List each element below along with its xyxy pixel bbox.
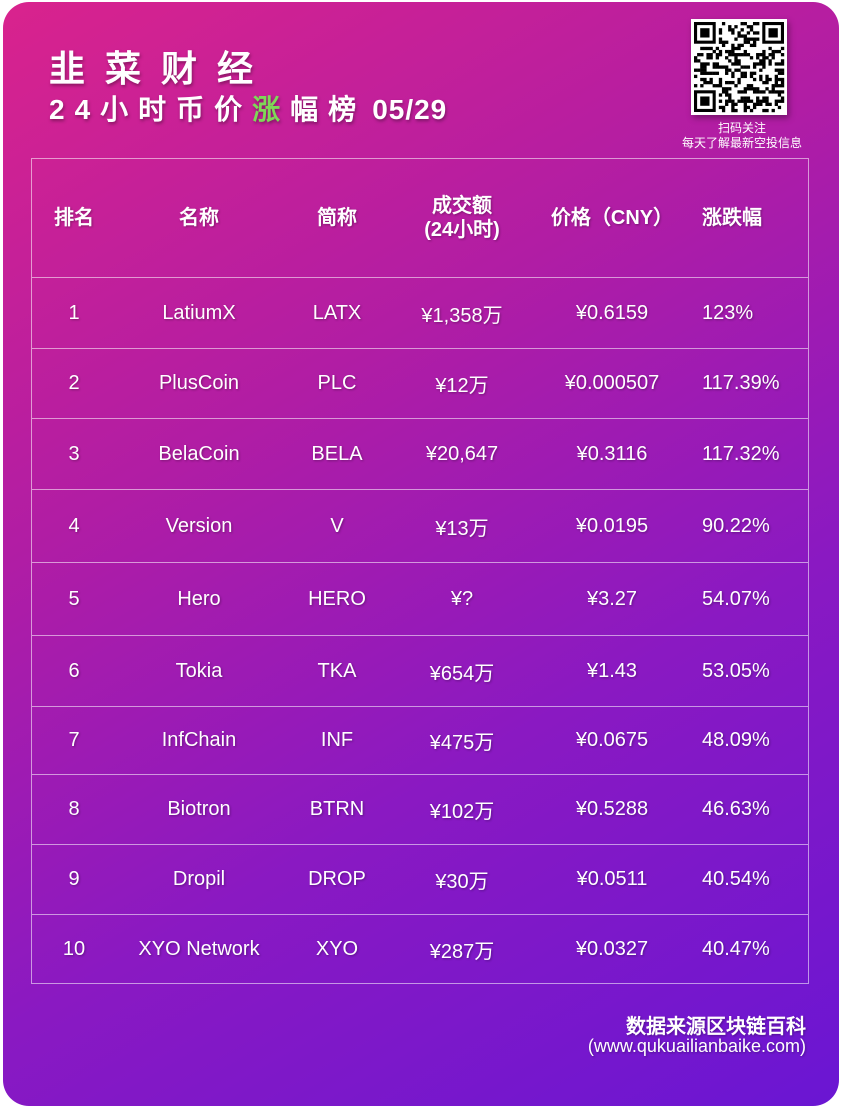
cell-price: ¥0.0675 <box>575 729 649 751</box>
brand-title: 韭菜财经 <box>49 48 274 89</box>
subtitle-date: 05/29 <box>372 94 448 125</box>
cell-price: ¥3.27 <box>586 587 638 610</box>
cell-name: PlusCoin <box>158 372 240 394</box>
table-row: 5 Hero HERO ¥? ¥3.27 54.07% <box>32 563 808 636</box>
ranking-table: 排名 名称 简称 成交额 (24小时) 价格（CNY） 涨跌幅 1 LatiumX… <box>31 158 809 984</box>
cell-name: Tokia <box>175 659 223 682</box>
cell-price: ¥0.0511 <box>576 868 648 890</box>
table-header-row: 排名 名称 简称 成交额 (24小时) 价格（CNY） 涨跌幅 <box>32 159 808 278</box>
cell-volume: ¥287万 <box>429 940 495 963</box>
cell-symbol: DROP <box>308 868 366 890</box>
cell-change: 40.54% <box>702 868 770 890</box>
qr-code-graphic <box>694 22 785 113</box>
cell-change: 54.07% <box>702 587 770 610</box>
cell-volume: ¥1,358万 <box>421 304 503 327</box>
cell-symbol: V <box>330 514 344 537</box>
cell-change: 48.09% <box>702 729 770 751</box>
table-row: 2 PlusCoin PLC ¥12万 ¥0.000507 117.39% <box>32 349 808 419</box>
cell-change: 40.47% <box>702 937 770 960</box>
cell-symbol: LATX <box>312 301 362 324</box>
cell-price: ¥1.43 <box>586 659 638 682</box>
cell-name: BelaCoin <box>158 442 240 465</box>
table-row: 9 Dropil DROP ¥30万 ¥0.0511 40.54% <box>32 845 808 915</box>
cell-change: 117.32% <box>702 442 780 465</box>
qr-caption: 扫码关注 每天了解最新空投信息 <box>658 121 826 151</box>
cell-price: ¥0.5288 <box>575 798 649 820</box>
qr-caption-line1: 扫码关注 <box>717 121 766 135</box>
cell-price: ¥0.6159 <box>575 301 649 324</box>
cell-name: Version <box>165 514 233 537</box>
cell-name: Dropil <box>172 868 226 890</box>
cell-volume: ¥475万 <box>429 732 495 754</box>
header-volume-line1: 成交额 <box>431 195 492 217</box>
cell-change: 90.22% <box>702 514 770 537</box>
subtitle-prefix: 24小时币价 <box>49 94 253 125</box>
cell-rank: 9 <box>68 868 80 890</box>
table-row: 1 LatiumX LATX ¥1,358万 ¥0.6159 123% <box>32 278 808 349</box>
cell-rank: 1 <box>68 301 80 324</box>
table-row: 7 InfChain INF ¥475万 ¥0.0675 48.09% <box>32 707 808 775</box>
cell-price: ¥0.0195 <box>575 514 649 537</box>
table-row: 3 BelaCoin BELA ¥20,647 ¥0.3116 117.32% <box>32 419 808 490</box>
header-volume-line2: (24小时) <box>424 219 500 241</box>
cell-volume: ¥30万 <box>435 871 489 893</box>
cell-symbol: BELA <box>311 442 363 465</box>
cell-name: XYO Network <box>138 937 260 960</box>
cell-name: InfChain <box>161 729 237 751</box>
ranking-card: 韭菜财经 24小时币价涨幅榜 05/29 扫码关注 每天了解最新空投信息 排名 名… <box>3 2 839 1106</box>
table-row: 8 Biotron BTRN ¥102万 ¥0.5288 46.63% <box>32 775 808 845</box>
cell-rank: 10 <box>62 937 86 960</box>
cell-volume: ¥13万 <box>435 517 489 540</box>
cell-rank: 4 <box>68 514 80 537</box>
cell-name: LatiumX <box>162 301 236 324</box>
header-volume: 成交额 (24小时) <box>402 159 522 277</box>
qr-code-icon[interactable] <box>691 19 787 115</box>
cell-symbol: TKA <box>317 659 357 682</box>
table-row: 4 Version V ¥13万 ¥0.0195 90.22% <box>32 490 808 563</box>
subtitle-suffix: 幅榜 <box>290 94 367 125</box>
cell-symbol: XYO <box>315 937 359 960</box>
cell-change: 46.63% <box>702 798 770 820</box>
qr-caption-line2: 每天了解最新空投信息 <box>681 136 802 150</box>
cell-symbol: INF <box>320 729 354 751</box>
cell-rank: 8 <box>68 798 80 820</box>
cell-price: ¥0.0327 <box>575 937 649 960</box>
cell-symbol: PLC <box>317 372 357 394</box>
cell-volume: ¥20,647 <box>425 442 499 465</box>
cell-rank: 6 <box>68 659 80 682</box>
cell-rank: 5 <box>68 587 80 610</box>
cell-rank: 2 <box>68 372 80 394</box>
page-subtitle: 24小时币价涨幅榜 05/29 <box>49 88 447 128</box>
cell-change: 53.05% <box>702 659 770 682</box>
cell-volume: ¥102万 <box>429 801 495 823</box>
cell-price: ¥0.000507 <box>564 372 660 394</box>
data-source-url: (www.qukuailianbaike.com) <box>587 1036 806 1056</box>
header-symbol: 简称 <box>317 207 357 229</box>
cell-rank: 3 <box>68 442 80 465</box>
cell-symbol: HERO <box>308 587 366 610</box>
cell-price: ¥0.3116 <box>576 442 648 465</box>
cell-symbol: BTRN <box>309 798 365 820</box>
cell-change: 123% <box>702 301 754 324</box>
cell-rank: 7 <box>68 729 80 751</box>
header-change: 涨跌幅 <box>702 207 762 229</box>
cell-volume: ¥654万 <box>429 662 495 685</box>
table-row: 6 Tokia TKA ¥654万 ¥1.43 53.05% <box>32 636 808 707</box>
header-name: 名称 <box>179 207 219 229</box>
header-rank: 排名 <box>54 207 94 229</box>
cell-name: Hero <box>177 587 221 610</box>
data-source-label: 数据来源区块链百科 <box>626 1016 806 1038</box>
subtitle-accent: 涨 <box>252 94 291 125</box>
cell-volume: ¥? <box>450 587 474 610</box>
cell-name: Biotron <box>167 798 231 820</box>
table-row: 10 XYO Network XYO ¥287万 ¥0.0327 40.47% <box>32 915 808 983</box>
cell-volume: ¥12万 <box>435 375 489 397</box>
header-price: 价格（CNY） <box>550 207 674 229</box>
cell-change: 117.39% <box>702 372 780 394</box>
